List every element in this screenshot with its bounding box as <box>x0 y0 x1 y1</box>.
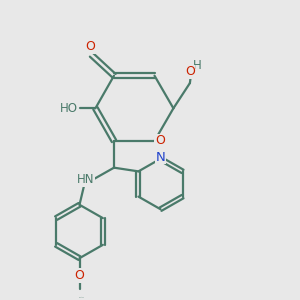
Text: methyl​: methyl​ <box>79 297 83 298</box>
Text: O: O <box>85 40 95 53</box>
Text: N: N <box>156 151 165 164</box>
Text: HN: HN <box>77 173 94 186</box>
Text: O: O <box>155 134 165 148</box>
Text: O: O <box>185 65 195 78</box>
Text: H: H <box>192 59 201 72</box>
Text: methoxy: methoxy <box>80 286 140 300</box>
Text: HO: HO <box>59 102 77 115</box>
Text: O: O <box>75 269 84 282</box>
